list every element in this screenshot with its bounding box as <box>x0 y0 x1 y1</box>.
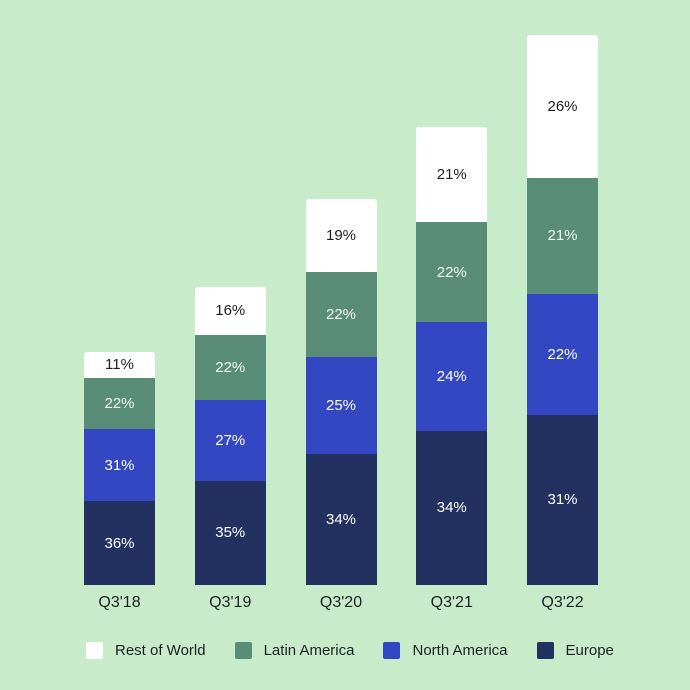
legend-label-north-america: North America <box>412 642 508 659</box>
segment-value-label: 22% <box>215 358 246 376</box>
bar-q3-21: 21% 22% 24% 34% Q3'21 <box>416 127 488 611</box>
legend-swatch-latin-america <box>234 642 252 659</box>
x-axis-label-q3-18: Q3'18 <box>98 594 141 611</box>
segment-value-label: 19% <box>325 227 357 245</box>
bar-segment-europe-q3-20: 34% <box>305 453 377 585</box>
legend-swatch-europe <box>536 642 554 659</box>
bar-stack: 16% 22% 27% 35% <box>194 287 266 585</box>
bar-segment-latin-america-q3-21: 22% <box>416 222 488 322</box>
segment-value-label: 34% <box>436 499 467 517</box>
bar-segment-rest-of-world-q3-21: 21% <box>416 127 488 223</box>
segment-value-label: 16% <box>215 302 246 320</box>
segment-value-label: 31% <box>104 456 135 474</box>
legend-swatch-rest-of-world <box>86 642 103 659</box>
bar-stack: 26% 21% 22% 31% <box>527 35 598 585</box>
legend: Rest of World Latin America North America E… <box>86 642 614 659</box>
bar-segment-north-america-q3-20: 25% <box>305 357 377 454</box>
bar-segment-latin-america-q3-20: 22% <box>305 272 377 358</box>
bar-q3-18: 11% 22% 31% 36% Q3'18 <box>84 352 155 611</box>
x-axis-label-q3-20: Q3'20 <box>319 594 363 611</box>
legend-label-europe: Europe <box>565 642 614 659</box>
segment-value-label: 11% <box>105 356 134 374</box>
segment-value-label: 21% <box>436 166 467 184</box>
bar-segment-rest-of-world-q3-18: 11% <box>84 352 155 378</box>
x-axis-label-q3-19: Q3'19 <box>209 594 252 611</box>
legend-item-rest-of-world: Rest of World <box>86 642 206 659</box>
bar-segment-europe-q3-18: 36% <box>84 501 155 585</box>
segment-value-label: 26% <box>547 98 578 115</box>
bar-q3-22: 26% 21% 22% 31% Q3'22 <box>527 35 598 611</box>
plot-area: 11% 22% 31% 36% Q3'18 16% 22% 27% 35% Q3'19 19% 22%… <box>84 35 598 611</box>
bar-stack: 21% 22% 24% 34% <box>416 127 488 585</box>
bar-segment-north-america-q3-21: 24% <box>416 322 488 431</box>
bar-segment-rest-of-world-q3-19: 16% <box>194 287 266 335</box>
bar-segment-north-america-q3-22: 22% <box>527 293 598 415</box>
segment-value-label: 22% <box>325 306 357 324</box>
segment-value-label: 34% <box>325 510 357 528</box>
segment-value-label: 24% <box>436 367 467 385</box>
legend-label-rest-of-world: Rest of World <box>115 642 206 659</box>
segment-value-label: 22% <box>104 394 135 412</box>
segment-value-label: 22% <box>436 263 467 281</box>
legend-label-latin-america: Latin America <box>263 642 355 659</box>
x-axis-label-q3-22: Q3'22 <box>541 594 584 611</box>
bar-segment-north-america-q3-18: 31% <box>84 428 155 502</box>
x-axis-label-q3-21: Q3'21 <box>430 594 473 611</box>
bar-segment-europe-q3-21: 34% <box>416 430 488 585</box>
legend-item-europe: Europe <box>536 642 614 659</box>
segment-value-label: 35% <box>215 524 246 542</box>
segment-value-label: 21% <box>547 227 578 245</box>
segment-value-label: 36% <box>104 534 135 552</box>
bar-q3-20: 19% 22% 25% 34% Q3'20 <box>305 199 377 611</box>
legend-item-north-america: North America <box>383 642 508 659</box>
bar-stack: 11% 22% 31% 36% <box>84 352 155 585</box>
legend-swatch-north-america <box>383 642 401 659</box>
segment-value-label: 27% <box>215 431 246 449</box>
bar-segment-latin-america-q3-19: 22% <box>194 334 266 401</box>
bar-segment-north-america-q3-19: 27% <box>194 400 266 481</box>
segment-value-label: 25% <box>325 397 357 415</box>
bar-segment-europe-q3-22: 31% <box>527 414 598 585</box>
bar-segment-rest-of-world-q3-20: 19% <box>305 199 377 273</box>
bar-segment-latin-america-q3-18: 22% <box>84 377 155 429</box>
bar-segment-latin-america-q3-22: 21% <box>527 178 598 294</box>
bar-segment-rest-of-world-q3-22: 26% <box>527 35 598 178</box>
bar-q3-19: 16% 22% 27% 35% Q3'19 <box>194 287 266 611</box>
segment-value-label: 22% <box>547 345 578 363</box>
bar-segment-europe-q3-19: 35% <box>194 480 266 585</box>
segment-value-label: 31% <box>547 491 578 509</box>
bar-stack: 19% 22% 25% 34% <box>305 199 377 585</box>
legend-item-latin-america: Latin America <box>234 642 355 659</box>
